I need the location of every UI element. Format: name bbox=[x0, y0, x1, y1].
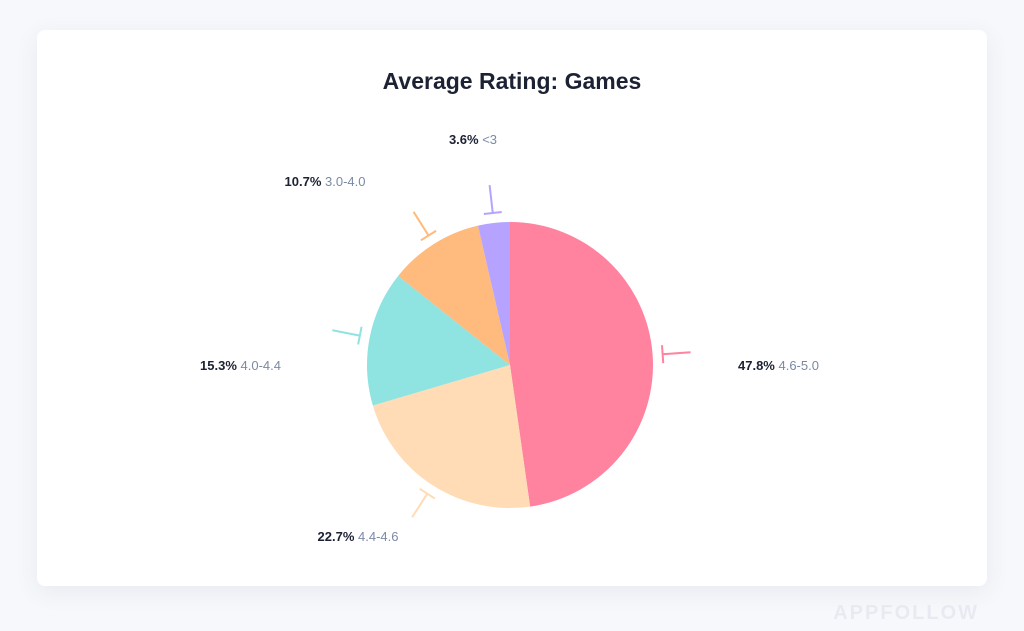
pie-slice-1 bbox=[510, 222, 654, 507]
slice-category: 4.4-4.6 bbox=[358, 529, 398, 544]
slice-percent: 10.7% bbox=[285, 174, 325, 189]
slice-percent: 15.3% bbox=[200, 358, 240, 373]
slice-category: <3 bbox=[482, 132, 497, 147]
leader-line-4 bbox=[412, 211, 437, 242]
slice-label-4: 10.7% 3.0-4.0 bbox=[285, 174, 366, 189]
slice-labels: 47.8% 4.6-5.022.7% 4.4-4.615.3% 4.0-4.41… bbox=[200, 132, 819, 544]
slice-label-2: 22.7% 4.4-4.6 bbox=[318, 529, 399, 544]
leader-line-3 bbox=[332, 326, 363, 345]
slice-percent: 3.6% bbox=[449, 132, 482, 147]
slice-label-1: 47.8% 4.6-5.0 bbox=[738, 358, 819, 373]
slice-category: 4.6-5.0 bbox=[778, 358, 818, 373]
slice-label-5: 3.6% <3 bbox=[449, 132, 497, 147]
pie-slice-2 bbox=[372, 365, 531, 508]
pie-slice-5 bbox=[477, 222, 510, 365]
pie-slice-3 bbox=[367, 275, 510, 406]
slice-percent: 47.8% bbox=[738, 358, 778, 373]
slice-category: 4.0-4.4 bbox=[241, 358, 281, 373]
pie-slice-4 bbox=[398, 225, 510, 365]
leader-line-2 bbox=[411, 488, 436, 518]
leader-lines bbox=[332, 185, 691, 518]
leader-line-5 bbox=[483, 185, 502, 215]
leader-line-1 bbox=[660, 345, 691, 364]
slice-label-3: 15.3% 4.0-4.4 bbox=[200, 358, 281, 373]
appfollow-watermark: APPFOLLOW bbox=[833, 602, 979, 624]
pie-slices bbox=[367, 222, 654, 508]
slice-percent: 22.7% bbox=[318, 529, 358, 544]
slice-category: 3.0-4.0 bbox=[325, 174, 365, 189]
chart-title: Average Rating: Games bbox=[382, 68, 642, 94]
